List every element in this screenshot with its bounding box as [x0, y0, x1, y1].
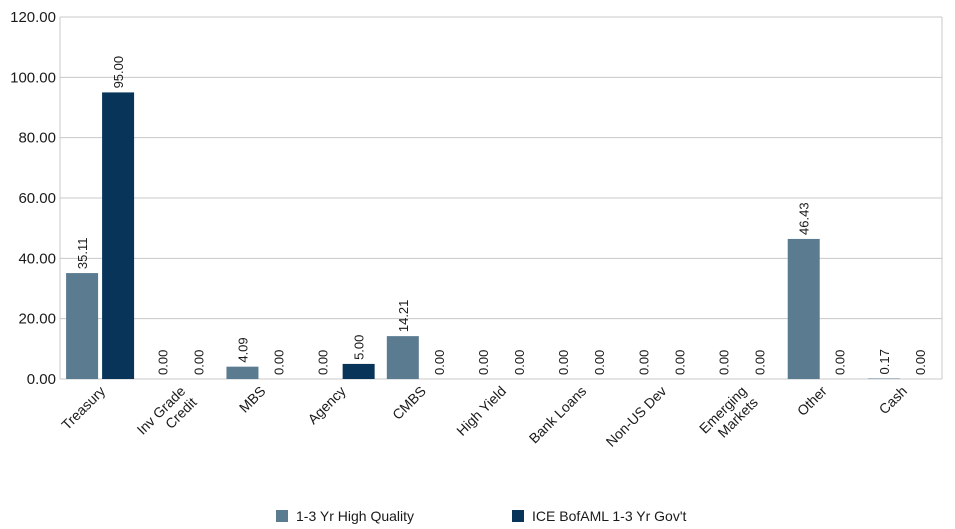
bar-series-1 [226, 366, 259, 379]
data-label: 35.11 [75, 238, 90, 270]
y-tick-label: 120.00 [10, 9, 56, 26]
data-label: 0.00 [476, 350, 491, 375]
data-label: 0.00 [717, 350, 732, 375]
bar-series-2 [342, 363, 375, 379]
data-label: 46.43 [797, 202, 812, 235]
legend-swatch [512, 510, 524, 522]
y-tick-label: 80.00 [18, 130, 56, 147]
data-label: 0.00 [556, 350, 571, 375]
y-axis-tick-labels: 0.00 20.00 40.00 60.00 80.00 100.00 120.00 [10, 9, 56, 388]
bar-series-1 [386, 336, 419, 379]
y-tick-label: 60.00 [18, 190, 56, 207]
data-label: 0.00 [155, 350, 170, 375]
bar-series-1 [66, 273, 99, 379]
bars [66, 92, 900, 380]
data-label: 0.00 [913, 350, 928, 375]
legend: 1-3 Yr High Quality ICE BofAML 1-3 Yr Gov… [276, 508, 687, 524]
data-label: 14.21 [396, 300, 411, 333]
data-label: 0.17 [877, 349, 892, 374]
gridlines [59, 16, 943, 380]
y-tick-label: 20.00 [18, 311, 56, 328]
bar-series-1 [867, 378, 900, 379]
x-tick-label: Bank Loans [526, 383, 590, 447]
legend-label: 1-3 Yr High Quality [296, 508, 414, 524]
data-label: 0.00 [592, 350, 607, 375]
data-label: 5.00 [352, 335, 367, 360]
x-tick-label: High Yield [453, 383, 509, 439]
x-tick-label: EmergingMarkets [696, 383, 761, 448]
data-label: 0.00 [833, 350, 848, 375]
bar-series-2 [102, 92, 135, 380]
x-tick-label: Non-US Dev [603, 383, 670, 450]
data-labels: 35.11 0.00 4.09 0.00 14.21 0.00 0.00 0.00 0.00 46… [75, 56, 928, 375]
x-tick-label: Treasury [58, 383, 108, 433]
x-tick-label: Cash [876, 383, 910, 417]
y-tick-label: 100.00 [10, 69, 56, 86]
data-label: 0.00 [753, 350, 768, 375]
data-label: 0.00 [316, 350, 331, 375]
x-tick-label: Other [794, 383, 830, 419]
data-label: 0.00 [512, 350, 527, 375]
x-tick-label: MBS [236, 383, 269, 416]
legend-label: ICE BofAML 1-3 Yr Gov't [532, 508, 687, 524]
data-label: 0.00 [432, 350, 447, 375]
x-tick-label: Agency [304, 383, 348, 427]
data-label: 0.00 [672, 350, 687, 375]
data-label: 4.09 [235, 337, 250, 362]
y-tick-label: 40.00 [18, 250, 56, 267]
x-tick-label: CMBS [389, 383, 429, 423]
y-tick-label: 0.00 [27, 371, 56, 388]
data-label: 0.00 [271, 350, 286, 375]
legend-swatch [276, 510, 288, 522]
data-label: 0.00 [191, 350, 206, 375]
x-axis-tick-labels: Treasury Inv GradeCredit MBS Agency CMBS High… [58, 383, 910, 450]
bar-series-1 [787, 238, 820, 379]
data-label: 95.00 [111, 56, 126, 89]
data-label: 0.00 [636, 350, 651, 375]
x-tick-label: Inv GradeCredit [134, 383, 200, 449]
